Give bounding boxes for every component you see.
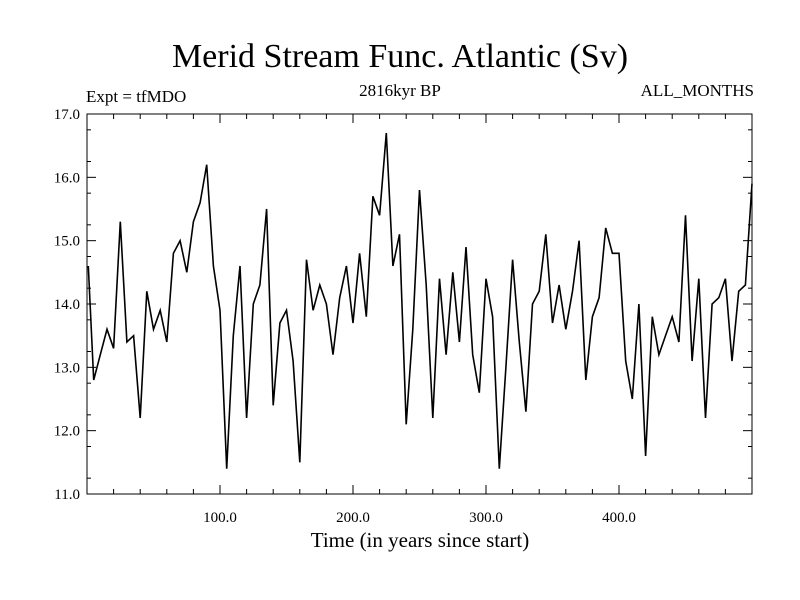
- y-tick-label: 14.0: [54, 297, 80, 313]
- x-tick-label: 200.0: [336, 510, 370, 526]
- series-layer: [87, 132, 753, 469]
- y-tick-label: 13.0: [54, 360, 80, 376]
- plot-frame: [86, 113, 753, 495]
- x-axis-label: Time (in years since start): [310, 528, 530, 552]
- series-line: [87, 132, 753, 469]
- y-tick-label: 11.0: [54, 487, 80, 503]
- tick-labels: 11.0 12.0 13.0 14.0 15.0 16.0 17.0 100.0 200.0 30…: [54, 107, 636, 526]
- months-label: ALL_MONTHS: [640, 81, 754, 100]
- y-tick-label: 16.0: [54, 170, 80, 186]
- period-label: 2816kyr BP: [359, 81, 441, 100]
- chart-title: Merid Stream Func. Atlantic (Sv): [171, 38, 629, 75]
- x-tick-label: 400.0: [602, 510, 636, 526]
- x-tick-label: 300.0: [469, 510, 503, 526]
- y-tick-label: 12.0: [54, 424, 80, 440]
- x-tick-label: 100.0: [203, 510, 237, 526]
- y-tick-label: 15.0: [54, 234, 80, 250]
- y-tick-label: 17.0: [54, 107, 80, 123]
- axis-ticks: [87, 113, 752, 495]
- experiment-label: Expt = tfMDO: [86, 87, 187, 106]
